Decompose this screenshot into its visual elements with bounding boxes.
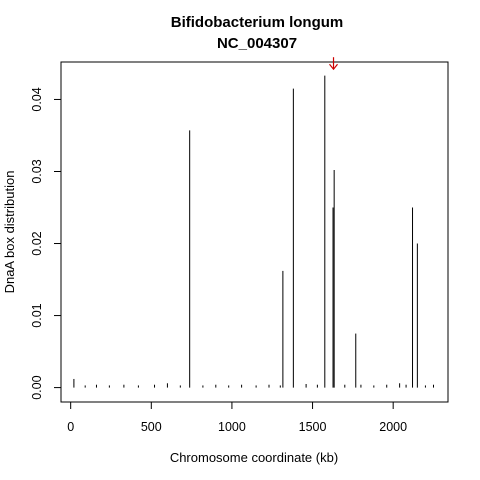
x-tick-label: 500 [141,420,162,434]
chart-title: Bifidobacterium longum [171,14,344,31]
y-tick-label: 0.04 [30,87,44,111]
annotation-layer [329,57,338,71]
y-tick-label: 0.00 [30,375,44,399]
data-series [73,75,434,388]
y-tick-label: 0.03 [30,159,44,183]
x-tick-label: 2000 [379,420,407,434]
x-tick-label: 1500 [299,420,327,434]
chart-subtitle: NC_004307 [217,35,297,52]
x-tick-label: 0 [67,420,74,434]
y-tick-label: 0.02 [30,231,44,255]
y-axis-label: DnaA box distribution [2,171,17,294]
plot-frame [60,61,449,403]
x-axis: 0 500 1000 1500 2000 [67,401,407,434]
x-axis-label: Chromosome coordinate (kb) [170,450,338,465]
y-tick-label: 0.01 [30,303,44,327]
y-axis: 0.00 0.01 0.02 0.03 0.04 [30,87,62,400]
annotation-arrow-head [329,63,338,71]
x-tick-label: 1000 [218,420,246,434]
